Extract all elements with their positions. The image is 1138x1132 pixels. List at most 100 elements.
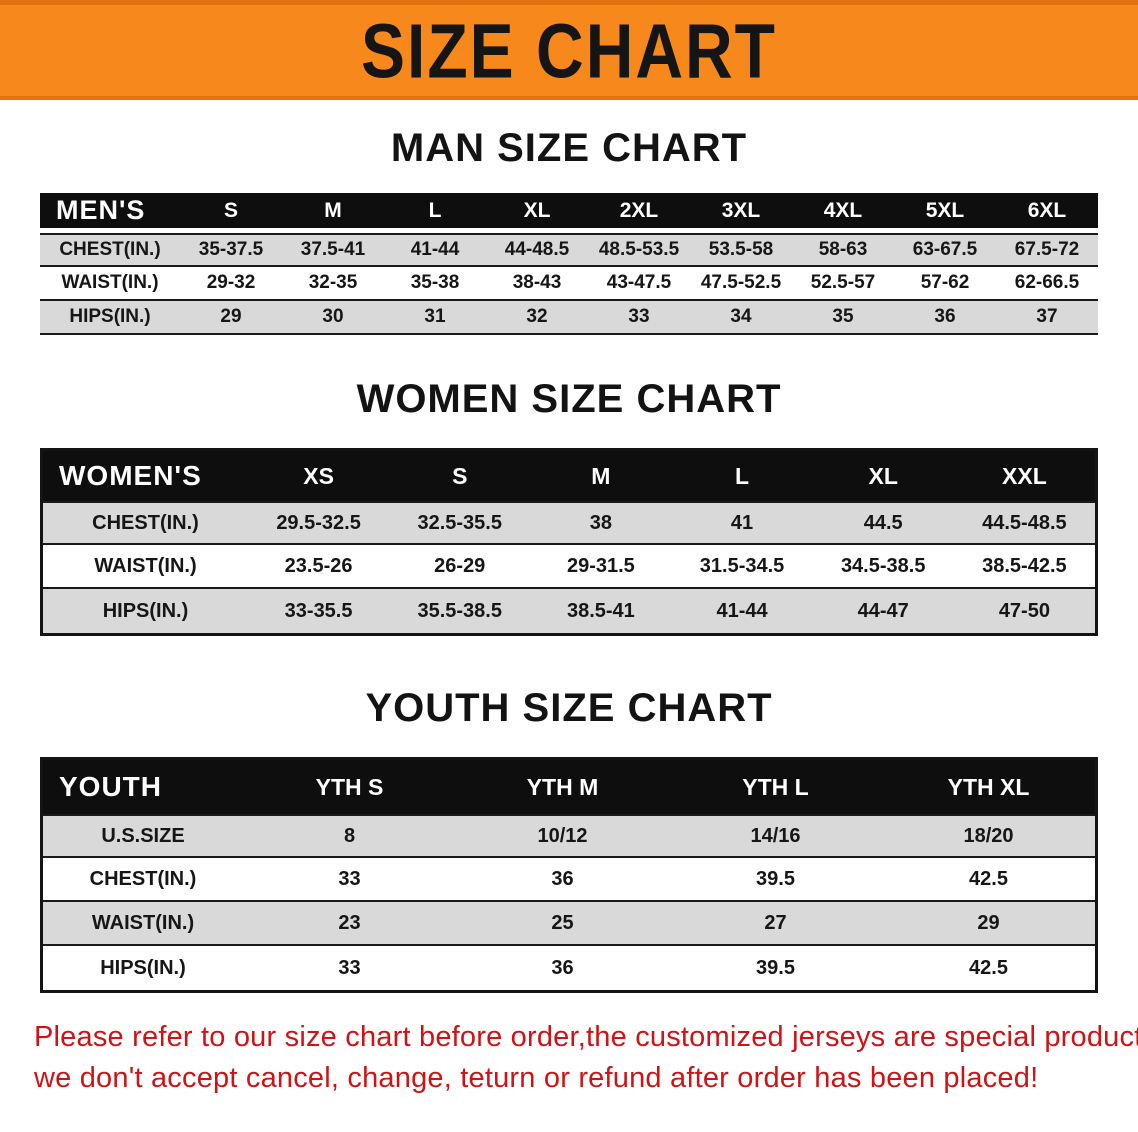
youth-chest-in-value-yth-m: 36: [456, 858, 669, 902]
women-size-col-s: S: [389, 451, 531, 501]
youth-waist-in-value-yth-m: 25: [456, 902, 669, 946]
size-chart-page: SIZE CHART MAN SIZE CHART MEN'S S M L XL 2XL 3X…: [0, 0, 1138, 1098]
men-size-col-3xl: 3XL: [690, 193, 792, 233]
women-chest-in-value-s: 32.5-35.5: [389, 501, 531, 545]
men-row-hips-in: HIPS(IN.) 29 30 31 32 33 34 35 36 37: [40, 301, 1098, 335]
women-row-chest-in: CHEST(IN.) 29.5-32.5 32.5-35.5 38 41 44.5 44.5…: [43, 501, 1095, 545]
men-hips-in-value-5xl: 36: [894, 301, 996, 335]
youth-size-col-yth-m: YTH M: [456, 760, 669, 814]
men-chest-in-value-5xl: 63-67.5: [894, 233, 996, 267]
youth-hips-in-value-yth-s: 33: [243, 946, 456, 990]
women-hips-in-value-l: 41-44: [671, 589, 813, 633]
youth-hips-in-value-yth-xl: 42.5: [882, 946, 1095, 990]
youth-row-chest-in: CHEST(IN.) 33 36 39.5 42.5: [43, 858, 1095, 902]
men-hips-in-value-s: 29: [180, 301, 282, 335]
women-waist-in-value-xxl: 38.5-42.5: [953, 545, 1095, 589]
women-waist-in-value-xs: 23.5-26: [248, 545, 390, 589]
women-chest-in-value-xl: 44.5: [812, 501, 954, 545]
men-chest-in-value-m: 37.5-41: [282, 233, 384, 267]
banner: SIZE CHART: [0, 0, 1138, 100]
men-chest-in-value-3xl: 53.5-58: [690, 233, 792, 267]
women-row-label-chest-in: CHEST(IN.): [43, 501, 248, 545]
men-hips-in-value-4xl: 35: [792, 301, 894, 335]
men-size-col-s: S: [180, 193, 282, 233]
men-chest-in-value-4xl: 58-63: [792, 233, 894, 267]
men-row-label-hips-in: HIPS(IN.): [40, 301, 180, 335]
women-waist-in-value-xl: 34.5-38.5: [812, 545, 954, 589]
youth-u-s-size-value-yth-l: 14/16: [669, 814, 882, 858]
youth-waist-in-value-yth-s: 23: [243, 902, 456, 946]
men-waist-in-value-6xl: 62-66.5: [996, 267, 1098, 301]
notice-line-2: we don't accept cancel, change, teturn o…: [34, 1061, 1039, 1094]
youth-size-col-yth-xl: YTH XL: [882, 760, 1095, 814]
men-section: MAN SIZE CHART MEN'S S M L XL 2XL 3XL 4XL 5XL 6XL C…: [0, 126, 1138, 335]
youth-table: YOUTH YTH S YTH M YTH L YTH XL U.S.SIZE 8 10/12…: [40, 757, 1098, 993]
women-hips-in-value-xl: 44-47: [812, 589, 954, 633]
men-hips-in-value-xl: 32: [486, 301, 588, 335]
men-waist-in-value-4xl: 52.5-57: [792, 267, 894, 301]
youth-row-waist-in: WAIST(IN.) 23 25 27 29: [43, 902, 1095, 946]
women-size-col-xl: XL: [812, 451, 954, 501]
youth-hips-in-value-yth-m: 36: [456, 946, 669, 990]
men-row-label-waist-in: WAIST(IN.): [40, 267, 180, 301]
men-size-col-4xl: 4XL: [792, 193, 894, 233]
men-table: MEN'S S M L XL 2XL 3XL 4XL 5XL 6XL CHEST(IN.) 35-37…: [40, 193, 1098, 335]
youth-row-label-hips-in: HIPS(IN.): [43, 946, 243, 990]
women-hips-in-value-m: 38.5-41: [530, 589, 672, 633]
men-chest-in-value-l: 41-44: [384, 233, 486, 267]
men-hips-in-value-m: 30: [282, 301, 384, 335]
men-row-label-chest-in: CHEST(IN.): [40, 233, 180, 267]
youth-u-s-size-value-yth-m: 10/12: [456, 814, 669, 858]
youth-chest-in-value-yth-s: 33: [243, 858, 456, 902]
women-chest-in-value-xxl: 44.5-48.5: [953, 501, 1095, 545]
women-row-label-waist-in: WAIST(IN.): [43, 545, 248, 589]
women-waist-in-value-s: 26-29: [389, 545, 531, 589]
youth-hips-in-value-yth-l: 39.5: [669, 946, 882, 990]
women-corner-label: WOMEN'S: [43, 451, 248, 501]
women-waist-in-value-l: 31.5-34.5: [671, 545, 813, 589]
footer-notice: Please refer to our size chart before or…: [0, 1017, 1138, 1098]
youth-heading: YOUTH SIZE CHART: [365, 686, 773, 730]
women-chest-in-value-xs: 29.5-32.5: [248, 501, 390, 545]
women-size-col-xxl: XXL: [953, 451, 1095, 501]
men-row-chest-in: CHEST(IN.) 35-37.5 37.5-41 41-44 44-48.5 48.5…: [40, 233, 1098, 267]
women-heading: WOMEN SIZE CHART: [356, 377, 782, 421]
youth-row-label-waist-in: WAIST(IN.): [43, 902, 243, 946]
youth-u-s-size-value-yth-s: 8: [243, 814, 456, 858]
women-hips-in-value-s: 35.5-38.5: [389, 589, 531, 633]
men-size-col-6xl: 6XL: [996, 193, 1098, 233]
men-waist-in-value-s: 29-32: [180, 267, 282, 301]
notice-line-1: Please refer to our size chart before or…: [34, 1021, 1138, 1053]
women-size-col-l: L: [671, 451, 813, 501]
men-hips-in-value-6xl: 37: [996, 301, 1098, 335]
men-waist-in-value-xl: 38-43: [486, 267, 588, 301]
men-waist-in-value-5xl: 57-62: [894, 267, 996, 301]
men-chest-in-value-6xl: 67.5-72: [996, 233, 1098, 267]
women-row-label-hips-in: HIPS(IN.): [43, 589, 248, 633]
men-size-col-l: L: [384, 193, 486, 233]
men-hips-in-value-l: 31: [384, 301, 486, 335]
women-section: WOMEN SIZE CHART WOMEN'S XS S M L XL XXL CHEST(I…: [0, 377, 1138, 636]
youth-row-u-s-size: U.S.SIZE 8 10/12 14/16 18/20: [43, 814, 1095, 858]
women-hips-in-value-xxl: 47-50: [953, 589, 1095, 633]
men-corner-label: MEN'S: [40, 193, 180, 233]
youth-chest-in-value-yth-xl: 42.5: [882, 858, 1095, 902]
page-title: SIZE CHART: [361, 7, 777, 94]
youth-corner-label: YOUTH: [43, 760, 243, 814]
women-waist-in-value-m: 29-31.5: [530, 545, 672, 589]
size-chart-sections: MAN SIZE CHART MEN'S S M L XL 2XL 3XL 4XL 5XL 6XL C…: [0, 126, 1138, 993]
men-waist-in-value-l: 35-38: [384, 267, 486, 301]
women-chest-in-value-m: 38: [530, 501, 672, 545]
men-chest-in-value-s: 35-37.5: [180, 233, 282, 267]
youth-row-label-u-s-size: U.S.SIZE: [43, 814, 243, 858]
youth-row-hips-in: HIPS(IN.) 33 36 39.5 42.5: [43, 946, 1095, 990]
men-row-waist-in: WAIST(IN.) 29-32 32-35 35-38 38-43 43-47.5 47.…: [40, 267, 1098, 301]
women-size-col-xs: XS: [248, 451, 390, 501]
women-table: WOMEN'S XS S M L XL XXL CHEST(IN.) 29.5-32.5 32.5…: [40, 448, 1098, 636]
women-hips-in-value-xs: 33-35.5: [248, 589, 390, 633]
women-chest-in-value-l: 41: [671, 501, 813, 545]
men-size-col-m: M: [282, 193, 384, 233]
men-chest-in-value-2xl: 48.5-53.5: [588, 233, 690, 267]
youth-waist-in-value-yth-l: 27: [669, 902, 882, 946]
youth-row-label-chest-in: CHEST(IN.): [43, 858, 243, 902]
